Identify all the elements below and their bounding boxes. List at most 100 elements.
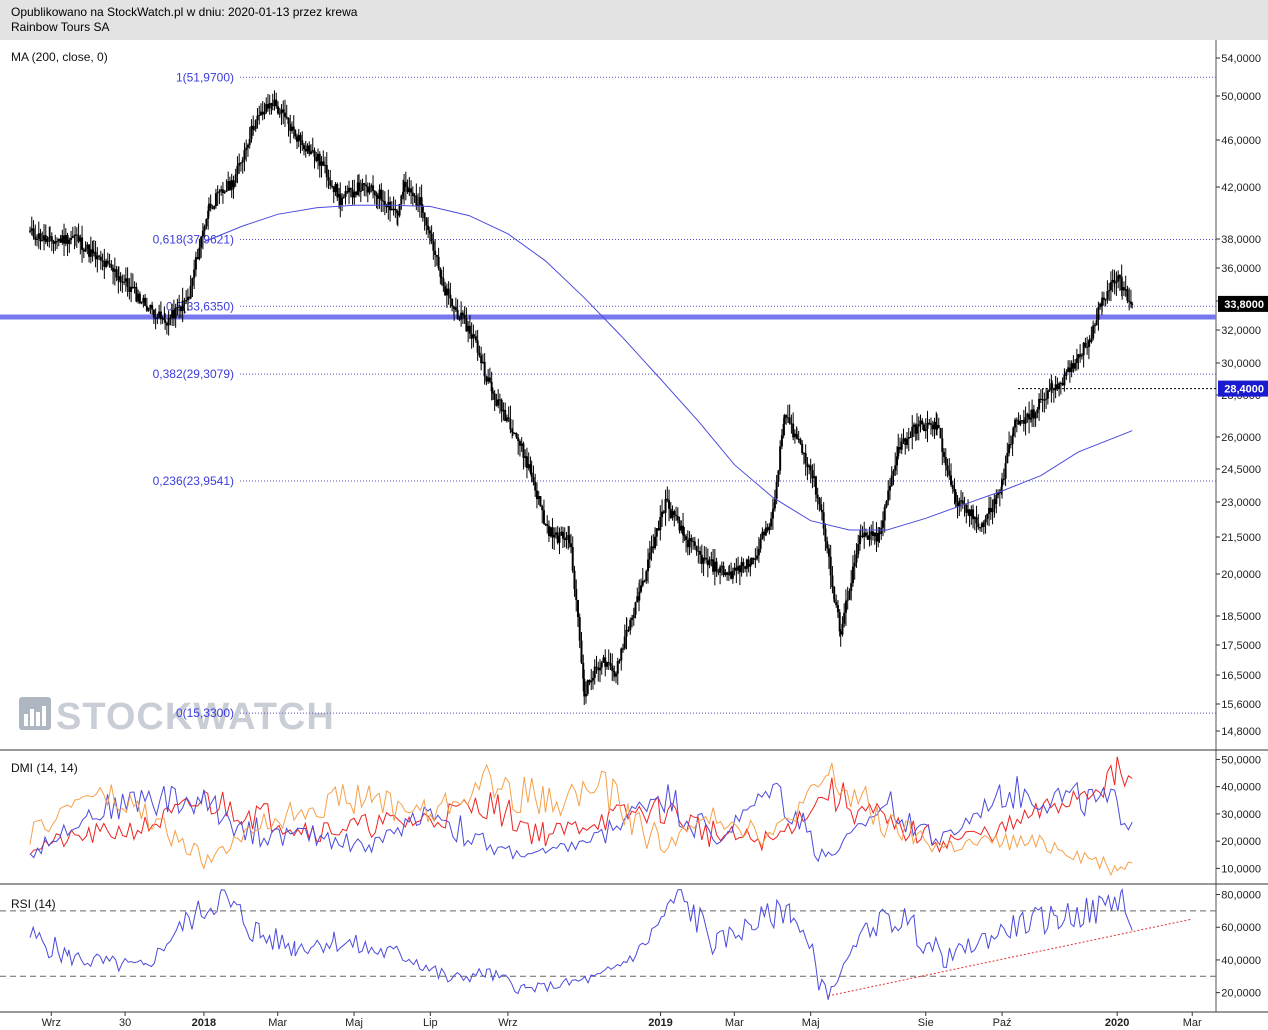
candle-body bbox=[655, 528, 658, 537]
candle-body bbox=[892, 470, 895, 476]
candle-body bbox=[495, 399, 498, 406]
candle-body bbox=[568, 535, 571, 544]
candle-body bbox=[1048, 389, 1051, 391]
candle-body bbox=[121, 281, 124, 283]
candle-body bbox=[408, 188, 411, 193]
candle-body bbox=[59, 238, 62, 243]
candle-body bbox=[738, 566, 741, 573]
candle-body bbox=[1065, 372, 1068, 376]
candle-body bbox=[764, 527, 767, 536]
candle-body bbox=[850, 583, 853, 591]
time-tick-label: Mar bbox=[268, 1017, 287, 1029]
candle-body bbox=[434, 250, 437, 256]
candle-body bbox=[389, 201, 392, 211]
candle-body bbox=[590, 680, 593, 683]
candle-body bbox=[727, 573, 730, 575]
candle-body bbox=[89, 249, 92, 257]
candle-body bbox=[82, 249, 85, 252]
candle-body bbox=[79, 237, 82, 242]
candle-body bbox=[902, 438, 905, 442]
candle-body bbox=[200, 236, 203, 248]
candle-body bbox=[1115, 281, 1118, 283]
candle-body bbox=[1045, 398, 1048, 400]
candle-body bbox=[491, 391, 494, 394]
candle-body bbox=[595, 666, 598, 668]
candle-body bbox=[101, 260, 104, 262]
ma-indicator-label: MA (200, close, 0) bbox=[11, 50, 108, 64]
candle-body bbox=[500, 399, 503, 412]
candle-body bbox=[761, 531, 764, 539]
candle-body bbox=[465, 318, 468, 332]
candle-body bbox=[818, 498, 821, 505]
candle-body bbox=[209, 203, 212, 208]
candle-body bbox=[1021, 420, 1024, 422]
candle-body bbox=[348, 187, 351, 193]
price-tick-label: 36,0000 bbox=[1221, 263, 1261, 275]
candle-body bbox=[92, 251, 95, 254]
candle-body bbox=[131, 286, 134, 289]
candle-body bbox=[686, 539, 689, 548]
candle-body bbox=[1028, 413, 1031, 420]
candle-body bbox=[353, 191, 356, 198]
logo-bar bbox=[36, 712, 40, 726]
candle-body bbox=[196, 257, 199, 260]
candle-body bbox=[220, 189, 223, 192]
candle-body bbox=[699, 551, 702, 555]
candle-body bbox=[117, 276, 120, 281]
candle-body bbox=[993, 499, 996, 504]
candle-body bbox=[551, 527, 554, 538]
candle-body bbox=[724, 572, 727, 575]
candle-body bbox=[467, 325, 470, 332]
dmi-tick-label: 40,0000 bbox=[1221, 782, 1261, 794]
candle-body bbox=[306, 145, 309, 152]
candle-body bbox=[497, 399, 500, 406]
candle-body bbox=[515, 433, 518, 438]
candle-body bbox=[573, 570, 576, 590]
candle-body bbox=[954, 491, 957, 503]
candle-body bbox=[977, 523, 980, 528]
candle-body bbox=[472, 334, 475, 339]
candle-body bbox=[826, 541, 829, 549]
fibonacci-level-label: 0,236(23,9541) bbox=[153, 474, 234, 488]
candle-body bbox=[916, 426, 919, 434]
candle-body bbox=[669, 508, 672, 519]
candle-body bbox=[662, 511, 665, 513]
candle-body bbox=[829, 556, 832, 576]
candle-body bbox=[238, 162, 241, 166]
candle-body bbox=[678, 520, 681, 531]
candle-body bbox=[525, 456, 528, 468]
candle-body bbox=[485, 376, 488, 382]
candle-body bbox=[1063, 374, 1066, 386]
dmi-tick-label: 20,0000 bbox=[1221, 836, 1261, 848]
candle-body bbox=[921, 420, 924, 425]
candle-body bbox=[349, 187, 352, 190]
candle-body bbox=[158, 311, 161, 318]
candle-body bbox=[1075, 358, 1078, 364]
candle-body bbox=[64, 235, 67, 244]
candle-body bbox=[178, 306, 181, 308]
candle-body bbox=[263, 112, 266, 115]
candle-body bbox=[1059, 382, 1062, 384]
candle-body bbox=[950, 475, 953, 486]
rsi-panel: 80,0000 60,0000 40,0000 20,0000 RSI (14) bbox=[0, 888, 1261, 1000]
candle-body bbox=[820, 510, 823, 513]
candle-body bbox=[151, 304, 154, 310]
candle-body bbox=[207, 203, 210, 211]
candle-body bbox=[611, 665, 614, 672]
candle-body bbox=[156, 317, 159, 319]
candle-body bbox=[733, 567, 736, 572]
candle-body bbox=[928, 422, 931, 424]
candle-body bbox=[163, 318, 166, 320]
candle-body bbox=[598, 667, 601, 671]
candle-body bbox=[390, 208, 393, 211]
candle-body bbox=[943, 452, 946, 457]
candle-body bbox=[527, 464, 530, 468]
candle-body bbox=[558, 535, 561, 543]
candle-body bbox=[673, 511, 676, 516]
candle-body bbox=[1122, 287, 1125, 291]
candle-body bbox=[530, 472, 533, 478]
candle-body bbox=[1128, 300, 1131, 302]
candle-body bbox=[513, 432, 516, 434]
dmi-series-line bbox=[29, 756, 1133, 855]
candle-body bbox=[700, 554, 703, 564]
